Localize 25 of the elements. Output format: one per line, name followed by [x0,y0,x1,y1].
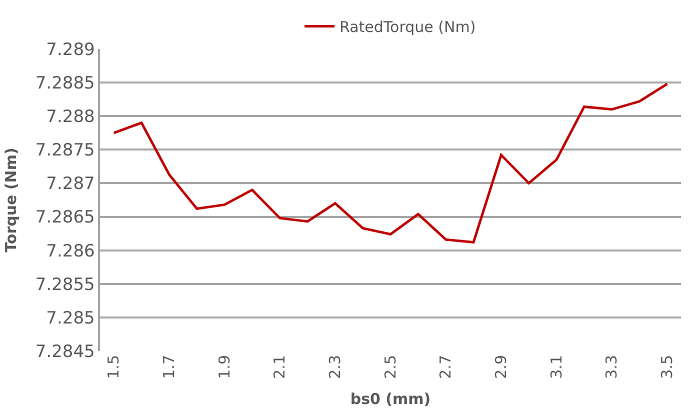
legend-label: RatedTorque (Nm) [340,18,476,36]
x-tick-label: 3.3 [602,355,621,379]
y-tick-label: 7.287 [46,174,95,194]
y-tick-label: 7.285 [46,308,95,328]
x-tick-label: 2.7 [436,355,455,379]
x-tick-label: 2.3 [326,355,344,379]
y-tick-label: 7.2875 [35,140,95,161]
y-tick-label: 7.289 [46,40,95,60]
x-tick-label: 2.9 [492,355,510,379]
x-tick-label: 2.1 [270,355,289,379]
x-tick-label: 1.7 [160,355,178,379]
y-tick-label: 7.288 [46,107,95,128]
y-tick-label: 7.2865 [35,208,95,228]
x-tick-label: 2.5 [381,355,400,379]
y-tick-label: 7.2855 [35,274,95,295]
x-tick-label: 1.9 [215,355,234,379]
y-tick-label: 7.286 [46,241,95,262]
x-tick-label: 1.5 [104,355,123,379]
y-tick-label: 7.2845 [35,342,95,362]
x-axis-title: bs0 (mm) [350,390,431,408]
y-axis-title: Torque (Nm) [2,148,20,252]
line-series [112,82,668,244]
y-tick-label: 7.2885 [35,74,95,94]
x-tick-label: 3.1 [547,355,566,379]
x-tick-label: 3.5 [658,355,676,379]
